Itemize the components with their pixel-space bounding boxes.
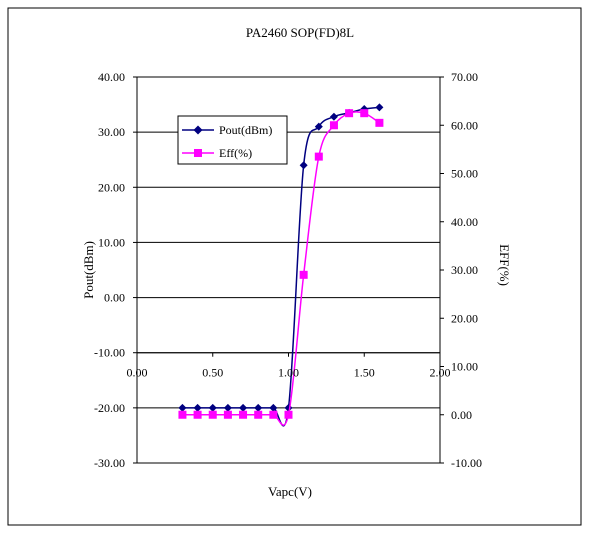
legend-label-eff: Eff(%) — [219, 146, 252, 160]
y2-tick-label: 50.00 — [451, 167, 478, 181]
y-tick-label: -10.00 — [94, 346, 125, 360]
data-point-pout — [314, 122, 323, 131]
data-point-pout — [299, 161, 308, 170]
y2-tick-label: 0.00 — [451, 408, 472, 422]
data-point-eff — [239, 410, 248, 419]
data-point-pout — [329, 112, 338, 121]
data-point-pout — [269, 403, 278, 412]
y2-tick-label: 20.00 — [451, 311, 478, 325]
y-tick-label: 30.00 — [98, 125, 125, 139]
data-point-eff — [178, 410, 187, 419]
y-tick-label: 20.00 — [98, 180, 125, 194]
y2-tick-label: 70.00 — [451, 70, 478, 84]
data-point-eff — [193, 410, 202, 419]
data-point-pout — [208, 403, 217, 412]
y-tick-label: 0.00 — [104, 291, 125, 305]
x-tick-label: 0.50 — [202, 366, 223, 380]
y-tick-label: -20.00 — [94, 401, 125, 415]
chart-area-border — [7, 7, 582, 526]
data-point-eff — [299, 270, 308, 279]
legend-marker-eff — [194, 149, 202, 157]
legend: Pout(dBm) Eff(%) — [177, 115, 288, 165]
data-point-pout — [239, 403, 248, 412]
data-point-pout — [178, 403, 187, 412]
data-point-pout — [223, 403, 232, 412]
x-tick-label: 1.00 — [278, 366, 299, 380]
data-point-eff — [208, 410, 217, 419]
data-point-eff — [284, 410, 293, 419]
data-point-pout — [193, 403, 202, 412]
y2-tick-label: 10.00 — [451, 360, 478, 374]
x-tick-label: 2.00 — [430, 366, 451, 380]
tick-labels: 0.00 0.50 1.00 1.50 2.00 40.00 30.00 20.00 10.00… — [94, 70, 482, 470]
y-tick-label: -30.00 — [94, 456, 125, 470]
data-point-eff — [345, 109, 354, 118]
chart-title: PA2460 SOP(FD)8L — [246, 25, 354, 40]
axes — [133, 76, 444, 464]
data-point-eff — [375, 118, 384, 127]
series-layer — [178, 103, 384, 427]
y-axis-label: Pout(dBm) — [81, 241, 96, 299]
y2-tick-label: -10.00 — [451, 456, 482, 470]
y2-tick-label: 60.00 — [451, 118, 478, 132]
data-point-eff — [314, 152, 323, 161]
data-point-eff — [329, 121, 338, 130]
y-tick-label: 40.00 — [98, 70, 125, 84]
legend-marker-pout — [193, 125, 203, 135]
x-axis-label: Vapc(V) — [268, 484, 312, 499]
data-point-pout — [254, 403, 263, 412]
x-tick-label: 0.00 — [127, 366, 148, 380]
data-point-eff — [254, 410, 263, 419]
data-point-eff — [269, 410, 278, 419]
data-point-pout — [375, 103, 384, 112]
y2-tick-label: 30.00 — [451, 263, 478, 277]
data-point-eff — [360, 109, 369, 118]
y-tick-label: 10.00 — [98, 235, 125, 249]
y2-axis-label: EFF(%) — [497, 244, 512, 286]
y2-tick-label: 40.00 — [451, 215, 478, 229]
legend-label-pout: Pout(dBm) — [219, 123, 272, 137]
x-tick-label: 1.50 — [354, 366, 375, 380]
data-point-eff — [223, 410, 232, 419]
